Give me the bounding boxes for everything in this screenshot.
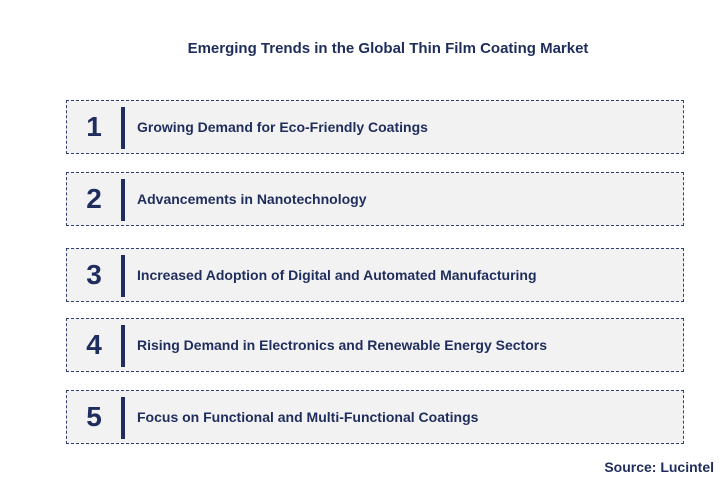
divider bbox=[121, 325, 125, 367]
divider bbox=[121, 255, 125, 297]
trend-label: Rising Demand in Electronics and Renewab… bbox=[137, 337, 548, 353]
trend-box: 1 Growing Demand for Eco-Friendly Coating… bbox=[66, 100, 684, 154]
divider bbox=[121, 107, 125, 149]
trend-box: 4 Rising Demand in Electronics and Renewa… bbox=[66, 318, 684, 372]
title: Emerging Trends in the Global Thin Film … bbox=[187, 40, 589, 57]
trend-box: 5 Focus on Functional and Multi-Functiona… bbox=[66, 390, 684, 444]
divider bbox=[121, 397, 125, 439]
trend-number: 3 bbox=[86, 259, 102, 290]
trend-number: 2 bbox=[86, 183, 102, 214]
source: Source: Lucintel bbox=[604, 459, 714, 475]
trend-label: Growing Demand for Eco-Friendly Coatings bbox=[137, 119, 428, 135]
trend-box: 3 Increased Adoption of Digital and Autom… bbox=[66, 248, 684, 302]
trend-number: 4 bbox=[86, 329, 102, 360]
divider bbox=[121, 179, 125, 221]
trend-label: Advancements in Nanotechnology bbox=[137, 191, 367, 207]
trend-box: 2 Advancements in Nanotechnology bbox=[66, 172, 684, 226]
trend-number: 5 bbox=[86, 401, 102, 432]
trend-number: 1 bbox=[86, 111, 102, 142]
trend-label: Increased Adoption of Digital and Automa… bbox=[137, 267, 537, 283]
trend-label: Focus on Functional and Multi-Functional… bbox=[137, 409, 479, 425]
